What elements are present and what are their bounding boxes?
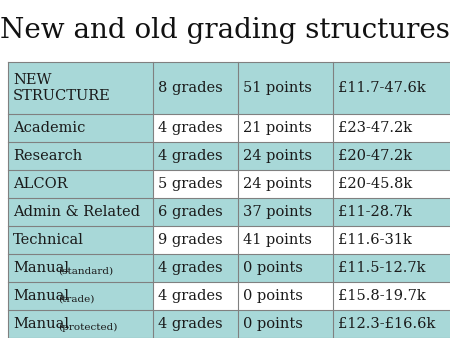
Text: 0 points: 0 points — [243, 261, 303, 275]
Bar — [8, 226, 153, 254]
Bar — [238, 198, 333, 226]
Bar — [333, 142, 450, 170]
Bar — [333, 114, 450, 142]
Text: Admin & Related: Admin & Related — [13, 205, 140, 219]
Text: £12.3-£16.6k: £12.3-£16.6k — [338, 317, 436, 331]
Bar — [153, 142, 238, 170]
Text: 4 grades: 4 grades — [158, 289, 223, 303]
Text: Manual: Manual — [13, 317, 69, 331]
Text: (protected): (protected) — [58, 322, 117, 332]
Text: Manual: Manual — [13, 289, 69, 303]
Text: 37 points: 37 points — [243, 205, 312, 219]
Text: 6 grades: 6 grades — [158, 205, 223, 219]
Bar — [8, 114, 153, 142]
Text: Manual: Manual — [13, 261, 69, 275]
Text: £20-45.8k: £20-45.8k — [338, 177, 412, 191]
Bar — [8, 254, 153, 282]
Text: 4 grades: 4 grades — [158, 149, 223, 163]
Text: 24 points: 24 points — [243, 149, 312, 163]
Bar — [8, 142, 153, 170]
Bar — [238, 282, 333, 310]
Text: Academic: Academic — [13, 121, 86, 135]
Text: 9 grades: 9 grades — [158, 233, 223, 247]
Text: 0 points: 0 points — [243, 317, 303, 331]
Bar — [153, 254, 238, 282]
Bar — [238, 170, 333, 198]
Bar — [153, 114, 238, 142]
Text: 4 grades: 4 grades — [158, 261, 223, 275]
Text: £20-47.2k: £20-47.2k — [338, 149, 412, 163]
Text: ALCOR: ALCOR — [13, 177, 68, 191]
Text: NEW
STRUCTURE: NEW STRUCTURE — [13, 73, 111, 103]
Text: (trade): (trade) — [58, 294, 94, 304]
Text: £11-28.7k: £11-28.7k — [338, 205, 412, 219]
Bar — [8, 282, 153, 310]
Text: 41 points: 41 points — [243, 233, 312, 247]
Bar — [8, 62, 153, 114]
Text: 51 points: 51 points — [243, 81, 312, 95]
Bar — [8, 310, 153, 338]
Text: £11.6-31k: £11.6-31k — [338, 233, 412, 247]
Text: 5 grades: 5 grades — [158, 177, 223, 191]
Bar — [333, 170, 450, 198]
Text: £23-47.2k: £23-47.2k — [338, 121, 412, 135]
Bar — [238, 114, 333, 142]
Bar — [333, 254, 450, 282]
Text: 21 points: 21 points — [243, 121, 312, 135]
Bar — [153, 170, 238, 198]
Bar — [153, 198, 238, 226]
Text: 24 points: 24 points — [243, 177, 312, 191]
Bar — [238, 142, 333, 170]
Bar — [153, 62, 238, 114]
Bar — [153, 310, 238, 338]
Text: 8 grades: 8 grades — [158, 81, 223, 95]
Text: (standard): (standard) — [58, 266, 113, 275]
Bar — [333, 198, 450, 226]
Bar — [333, 310, 450, 338]
Text: £11.5-12.7k: £11.5-12.7k — [338, 261, 426, 275]
Bar — [153, 226, 238, 254]
Bar — [8, 170, 153, 198]
Bar — [8, 198, 153, 226]
Text: Research: Research — [13, 149, 82, 163]
Bar — [238, 310, 333, 338]
Bar — [238, 62, 333, 114]
Bar — [238, 254, 333, 282]
Text: 4 grades: 4 grades — [158, 317, 223, 331]
Text: 0 points: 0 points — [243, 289, 303, 303]
Text: New and old grading structures: New and old grading structures — [0, 17, 450, 44]
Text: £11.7-47.6k: £11.7-47.6k — [338, 81, 426, 95]
Text: Technical: Technical — [13, 233, 84, 247]
Text: £15.8-19.7k: £15.8-19.7k — [338, 289, 426, 303]
Bar — [333, 226, 450, 254]
Text: 4 grades: 4 grades — [158, 121, 223, 135]
Bar — [238, 226, 333, 254]
Bar — [333, 62, 450, 114]
Bar — [333, 282, 450, 310]
Bar — [153, 282, 238, 310]
